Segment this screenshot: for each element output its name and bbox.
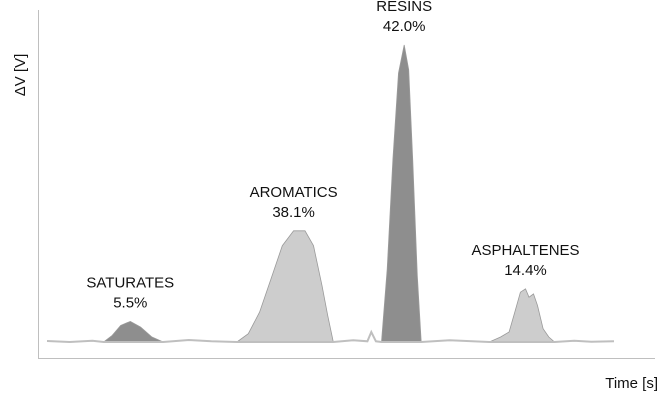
peak-asphaltenes <box>489 288 556 343</box>
peak-percent-resins: 42.0% <box>383 18 426 35</box>
peak-name-saturates: SATURATES <box>86 274 174 291</box>
x-axis-label: Time [s] <box>605 375 658 392</box>
peak-name-aromatics: AROMATICS <box>250 184 338 201</box>
peak-percent-asphaltenes: 14.4% <box>504 262 547 279</box>
peak-resins <box>381 44 422 343</box>
y-axis-label: ΔV [V] <box>12 54 29 97</box>
peak-percent-saturates: 5.5% <box>113 294 147 311</box>
peak-name-asphaltenes: ASPHALTENES <box>471 242 579 259</box>
baseline-trace <box>46 329 615 344</box>
peak-percent-aromatics: 38.1% <box>272 204 315 221</box>
peak-name-resins: RESINS <box>376 0 432 15</box>
peak-saturates <box>102 320 164 343</box>
peak-aromatics <box>235 230 334 343</box>
